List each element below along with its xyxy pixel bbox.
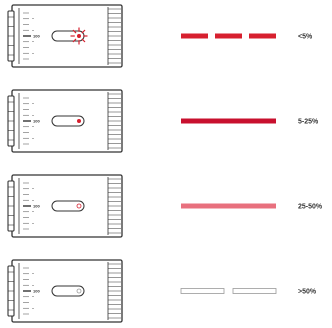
battery-row-faint-red: 100 25-50% <box>7 174 323 238</box>
scale: 100 <box>23 182 40 230</box>
led-blink-burst <box>70 27 88 45</box>
indicator-segment <box>181 118 276 124</box>
level-label: 5-25% <box>298 119 319 126</box>
device: 100 <box>7 89 123 153</box>
scale: 100 <box>23 97 40 145</box>
level-label: 25-50% <box>298 204 323 211</box>
device: 100 <box>7 4 123 68</box>
blink-ray <box>72 38 77 43</box>
indicator-segment <box>181 33 208 39</box>
led <box>76 288 82 294</box>
indicator-solid <box>181 203 276 209</box>
scale: 100 <box>23 267 40 315</box>
battery-row-solid-red: 100 5-25% <box>7 89 319 153</box>
indicator-segment <box>180 288 225 294</box>
blink-ray <box>81 29 86 34</box>
indicator-segment <box>249 33 276 39</box>
scale-main-label: 100 <box>33 34 40 39</box>
battery-row-off: 100 >50% <box>7 259 317 323</box>
battery-row-blinking: 100 <5% <box>7 4 313 68</box>
scale-main-label: 100 <box>33 204 40 209</box>
led <box>77 34 81 38</box>
blink-ray <box>72 29 77 34</box>
level-label: >50% <box>298 289 317 296</box>
scale-main-label: 100 <box>33 289 40 294</box>
switch-slot <box>51 200 85 212</box>
indicator-segment <box>215 33 242 39</box>
indicator-dashed <box>181 33 276 39</box>
indicator-solid <box>181 118 276 124</box>
device: 100 <box>7 259 123 323</box>
indicator-segment <box>181 203 276 209</box>
led <box>76 203 82 209</box>
scale: 100 <box>23 12 40 60</box>
indicator-hollow-dashed <box>180 288 277 294</box>
blink-ray <box>81 38 86 43</box>
indicator-segment <box>232 288 277 294</box>
switch-slot <box>51 285 85 297</box>
level-label: <5% <box>298 34 313 41</box>
switch-slot <box>51 115 85 127</box>
device: 100 <box>7 174 123 238</box>
led <box>77 119 81 123</box>
scale-main-label: 100 <box>33 119 40 124</box>
